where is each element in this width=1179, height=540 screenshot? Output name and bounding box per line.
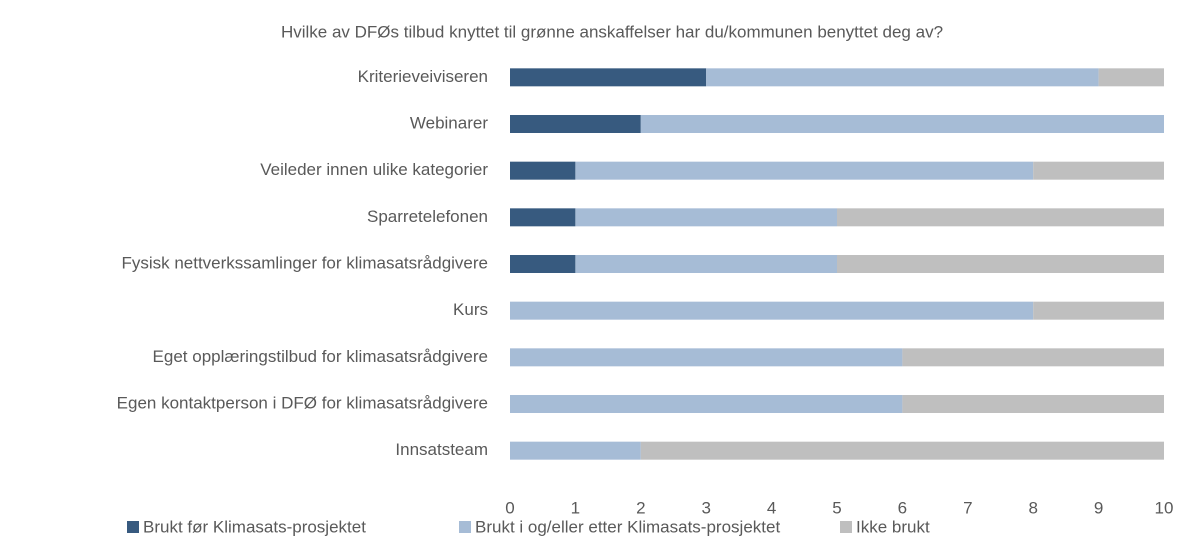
bar-segment	[575, 161, 1034, 180]
bar-segment	[575, 208, 837, 227]
bar-segment	[510, 208, 576, 227]
x-tick-label: 2	[636, 498, 645, 517]
bar-segment	[510, 68, 707, 87]
bar-segment	[706, 68, 1099, 87]
bar-segment	[902, 348, 1164, 367]
x-tick-label: 3	[701, 498, 710, 517]
bar-segment	[510, 161, 576, 180]
y-tick-label: Sparretelefonen	[367, 207, 488, 226]
bar-segment	[837, 255, 1164, 273]
bar-segment	[1098, 68, 1164, 87]
bar-segment	[510, 115, 641, 133]
x-tick-label: 10	[1155, 498, 1174, 517]
legend-label: Ikke brukt	[856, 517, 930, 536]
legend-swatch	[459, 521, 471, 533]
bar-segment	[1033, 301, 1164, 320]
y-tick-label: Egen kontaktperson i DFØ for klimasatsrå…	[117, 393, 488, 412]
legend-label: Brukt før Klimasats-prosjektet	[143, 517, 366, 536]
bar-segment	[510, 255, 576, 273]
bar-segment	[640, 115, 1164, 133]
bar-segment	[510, 348, 903, 367]
x-tick-label: 5	[832, 498, 841, 517]
legend-swatch	[127, 521, 139, 533]
bar-segment	[510, 301, 1034, 320]
y-tick-label: Eget opplæringstilbud for klimasatsrådgi…	[153, 347, 488, 366]
chart-title: Hvilke av DFØs tilbud knyttet til grønne…	[281, 22, 943, 41]
x-tick-label: 1	[571, 498, 580, 517]
y-tick-label: Kriterieveiviseren	[358, 67, 488, 86]
x-tick-label: 4	[767, 498, 776, 517]
bar-segment	[575, 255, 837, 273]
bar-segment	[510, 395, 903, 413]
y-tick-label: Kurs	[453, 300, 488, 319]
x-tick-label: 8	[1028, 498, 1037, 517]
y-tick-label: Veileder innen ulike kategorier	[260, 160, 488, 179]
bar-segment	[510, 441, 641, 460]
legend-swatch	[840, 521, 852, 533]
legend-label: Brukt i og/eller etter Klimasats-prosjek…	[475, 517, 780, 536]
bar-segment	[837, 208, 1164, 227]
bar-segment	[902, 395, 1164, 413]
y-tick-label: Webinarer	[410, 113, 488, 132]
x-tick-label: 0	[505, 498, 514, 517]
bar-segment	[640, 441, 1164, 460]
x-tick-label: 7	[963, 498, 972, 517]
bar-segment	[1033, 161, 1164, 180]
x-tick-label: 9	[1094, 498, 1103, 517]
x-tick-label: 6	[898, 498, 907, 517]
y-tick-label: Fysisk nettverkssamlinger for klimasatsr…	[121, 253, 488, 272]
y-tick-label: Innsatsteam	[395, 440, 488, 459]
